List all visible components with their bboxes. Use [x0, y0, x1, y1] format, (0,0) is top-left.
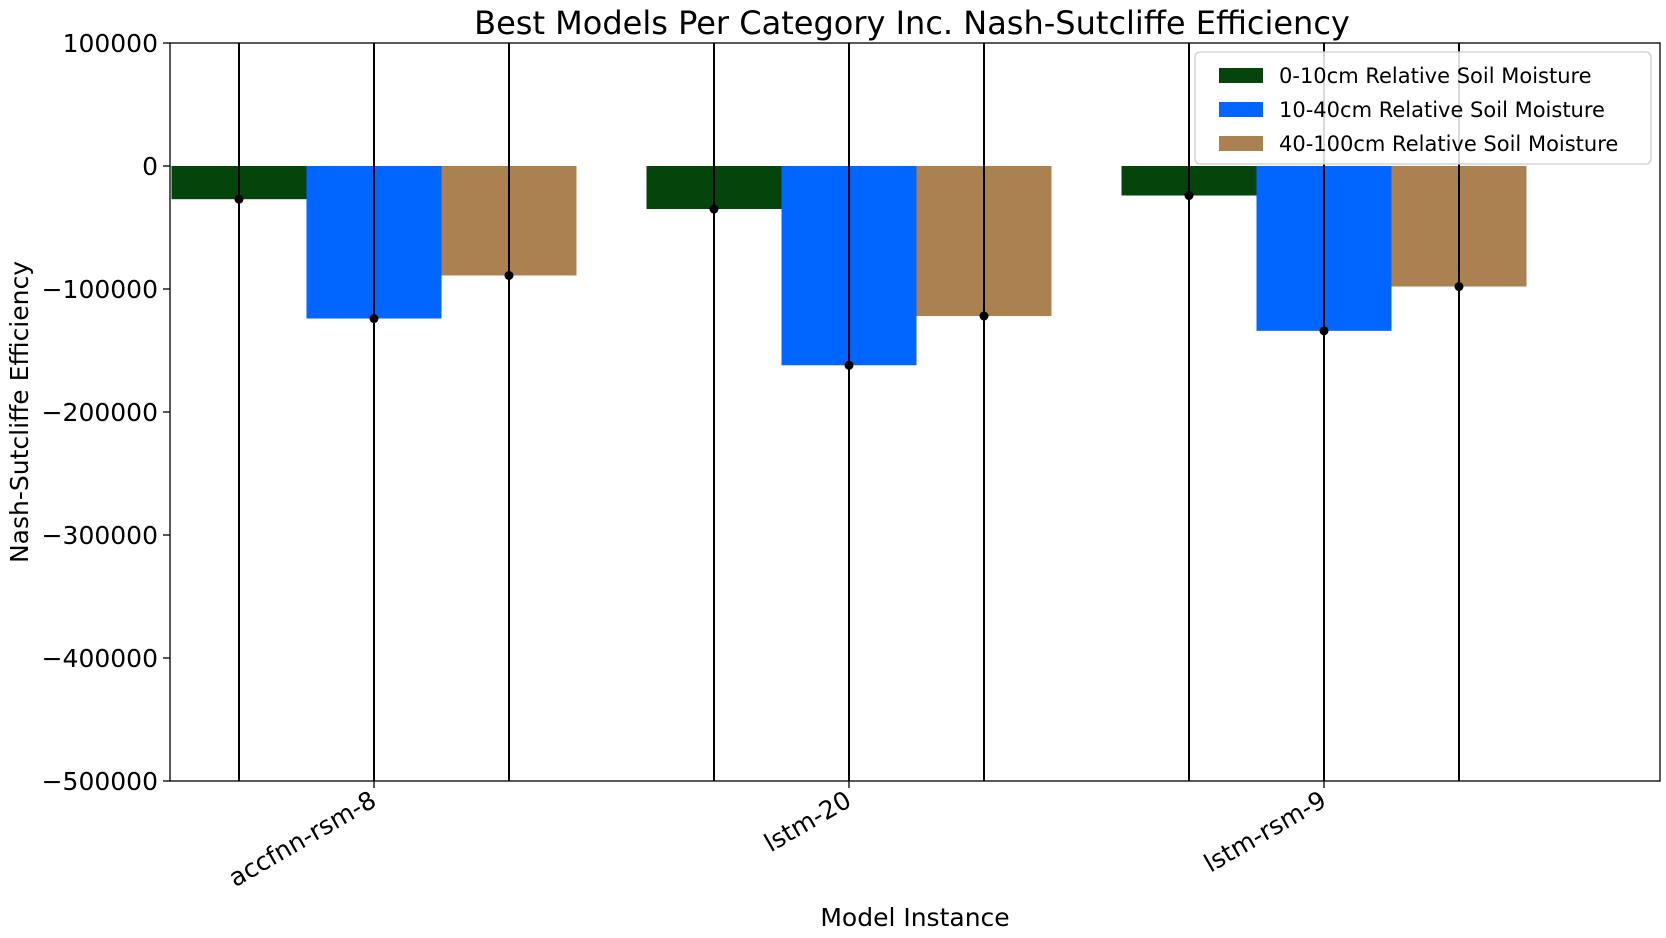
y-tick-label: −500000	[42, 767, 158, 796]
x-tick-label: lstm-20	[759, 785, 856, 858]
legend-box	[1194, 51, 1652, 165]
y-tick-label: 100000	[63, 29, 158, 58]
error-bars-group	[234, 43, 1464, 781]
legend-swatch	[1219, 68, 1263, 83]
y-axis-label: Nash-Sutcliffe Efficiency	[5, 261, 34, 563]
y-tick-label: −100000	[42, 275, 158, 304]
x-tick-label: accfnn-rsm-8	[224, 785, 381, 893]
bar-value-marker	[369, 314, 379, 324]
legend-swatch	[1219, 102, 1263, 117]
bar-value-marker	[979, 311, 989, 321]
bar-value-marker	[1319, 326, 1329, 336]
x-axis: accfnn-rsm-8 lstm-20 lstm-rsm-9	[224, 781, 1331, 893]
x-tick-label: lstm-rsm-9	[1199, 785, 1331, 878]
legend-label: 10-40cm Relative Soil Moisture	[1279, 98, 1605, 122]
legend-swatch	[1219, 136, 1263, 151]
y-tick-label: 0	[142, 152, 158, 181]
bar-value-marker	[234, 194, 244, 204]
legend-label: 40-100cm Relative Soil Moisture	[1279, 132, 1618, 156]
bar-value-marker	[844, 360, 854, 370]
legend: 0-10cm Relative Soil Moisture 10-40cm Rel…	[1194, 51, 1652, 165]
bar-value-marker	[504, 270, 514, 280]
bar-value-marker	[709, 204, 719, 214]
chart-title: Best Models Per Category Inc. Nash-Sutcl…	[474, 4, 1350, 42]
bar-value-marker	[1454, 282, 1464, 292]
x-axis-label: Model Instance	[820, 903, 1009, 932]
bar-value-marker	[1184, 191, 1194, 201]
y-tick-label: −300000	[42, 521, 158, 550]
y-tick-label: −400000	[42, 644, 158, 673]
legend-label: 0-10cm Relative Soil Moisture	[1279, 64, 1592, 88]
y-tick-label: −200000	[42, 398, 158, 427]
y-axis: 100000 0 −100000 −200000 −300000 −400000 −5000…	[42, 29, 170, 796]
